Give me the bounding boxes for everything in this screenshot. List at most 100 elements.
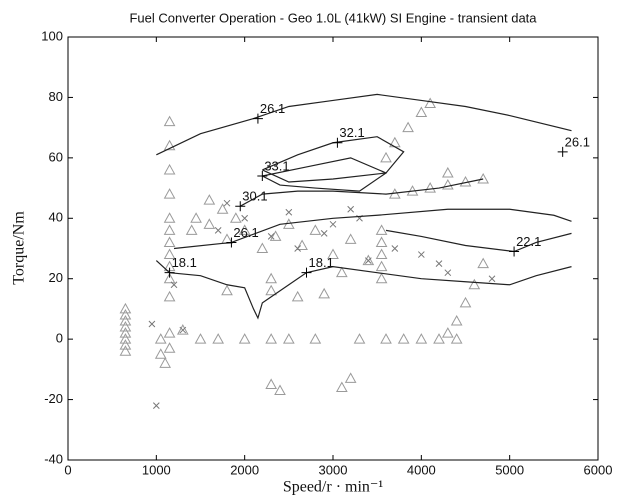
- contour-line: [239, 178, 484, 207]
- triangle-point: [163, 290, 176, 302]
- chart-title: Fuel Converter Operation - Geo 1.0L (41k…: [129, 10, 537, 25]
- triangle-point: [212, 333, 225, 344]
- x-tick-label: 3000: [319, 462, 348, 477]
- triangle-point: [375, 248, 388, 260]
- x-point: [391, 245, 399, 252]
- contour-label: 18.1: [172, 255, 197, 270]
- triangle-point: [415, 333, 428, 344]
- contour-line: [262, 136, 405, 183]
- triangle-point: [335, 266, 348, 278]
- contour-label-marker: [252, 113, 263, 124]
- triangle-point: [318, 287, 331, 299]
- triangle-point: [176, 324, 189, 335]
- triangle-point: [375, 224, 388, 235]
- contour-label: 30.1: [242, 189, 267, 204]
- contour-label-marker: [164, 267, 175, 278]
- y-tick-label: 0: [56, 331, 63, 346]
- triangle-point: [380, 333, 392, 344]
- triangle-point: [477, 257, 490, 269]
- triangle-point: [221, 284, 233, 296]
- triangle-point: [119, 345, 132, 356]
- triangle-point: [163, 224, 176, 235]
- contour-line: [156, 93, 572, 156]
- y-tick-label: 40: [49, 210, 63, 225]
- triangle-point: [154, 333, 167, 344]
- x-point: [285, 208, 293, 216]
- triangle-point: [119, 339, 132, 350]
- triangle-point: [282, 333, 295, 344]
- triangle-point: [296, 239, 308, 250]
- triangle-point: [119, 302, 132, 314]
- triangle-point: [327, 248, 339, 260]
- triangle-point: [344, 372, 357, 383]
- contour-label: 18.1: [309, 255, 334, 270]
- triangle-point: [468, 278, 481, 290]
- x-point: [267, 233, 275, 240]
- x-point: [294, 245, 302, 252]
- x-tick-label: 6000: [584, 462, 613, 477]
- x-point: [152, 402, 160, 409]
- contour-label: 33.1: [264, 158, 289, 173]
- triangle-point: [402, 121, 414, 133]
- triangle-point: [380, 151, 392, 163]
- x-point: [214, 227, 222, 234]
- triangle-point: [309, 333, 322, 344]
- triangle-point: [375, 272, 388, 284]
- contour-label-marker: [332, 137, 343, 148]
- triangle-point: [185, 224, 198, 235]
- x-point: [320, 230, 328, 237]
- triangle-point: [433, 333, 445, 344]
- x-point: [444, 269, 452, 277]
- x-tick-label: 5000: [495, 462, 524, 477]
- triangle-point: [450, 333, 463, 344]
- triangle-point: [194, 333, 207, 344]
- triangle-point: [265, 272, 278, 284]
- triangle-point: [265, 284, 278, 296]
- x-point: [170, 281, 178, 289]
- triangle-point: [375, 236, 388, 247]
- triangle-point: [163, 139, 176, 151]
- triangle-point: [424, 97, 437, 108]
- triangle-point: [353, 333, 366, 344]
- y-tick-label: 100: [41, 28, 63, 43]
- triangle-point: [203, 194, 216, 205]
- triangle-point: [163, 163, 176, 175]
- contour-label-marker: [301, 267, 312, 278]
- plot-area: [67, 36, 599, 461]
- contour-label: 22.1: [516, 234, 541, 249]
- triangle-point: [291, 290, 304, 302]
- contour-line: [155, 260, 572, 320]
- x-point: [488, 275, 496, 283]
- triangle-point: [397, 333, 410, 344]
- x-axis-label: Speed/r · min⁻¹: [283, 479, 384, 496]
- y-tick-label: 80: [49, 89, 63, 104]
- triangle-point: [163, 115, 176, 127]
- y-tick-label: -40: [44, 451, 63, 466]
- triangle-point: [459, 296, 472, 308]
- triangle-point: [163, 188, 176, 199]
- triangle-point: [265, 378, 278, 389]
- triangle-point: [256, 242, 269, 253]
- x-tick-label: 4000: [407, 462, 436, 477]
- x-point: [223, 199, 231, 207]
- triangle-point: [309, 224, 322, 235]
- x-point: [347, 205, 355, 213]
- x-tick-label: 1000: [142, 462, 171, 477]
- triangle-point: [375, 260, 388, 272]
- triangle-point: [119, 321, 132, 332]
- triangle-point: [274, 384, 286, 396]
- triangle-point: [163, 248, 176, 260]
- x-point: [179, 326, 187, 334]
- x-point: [417, 251, 425, 258]
- triangle-point: [216, 203, 229, 214]
- triangle-point: [119, 327, 132, 338]
- contour-line: [385, 229, 572, 253]
- x-point: [241, 214, 249, 222]
- triangle-point: [269, 230, 282, 241]
- y-axis-label: Torque/Nm: [11, 211, 28, 285]
- contour-line: [173, 208, 572, 250]
- triangle-point: [163, 212, 176, 223]
- contour-label-marker: [257, 170, 268, 181]
